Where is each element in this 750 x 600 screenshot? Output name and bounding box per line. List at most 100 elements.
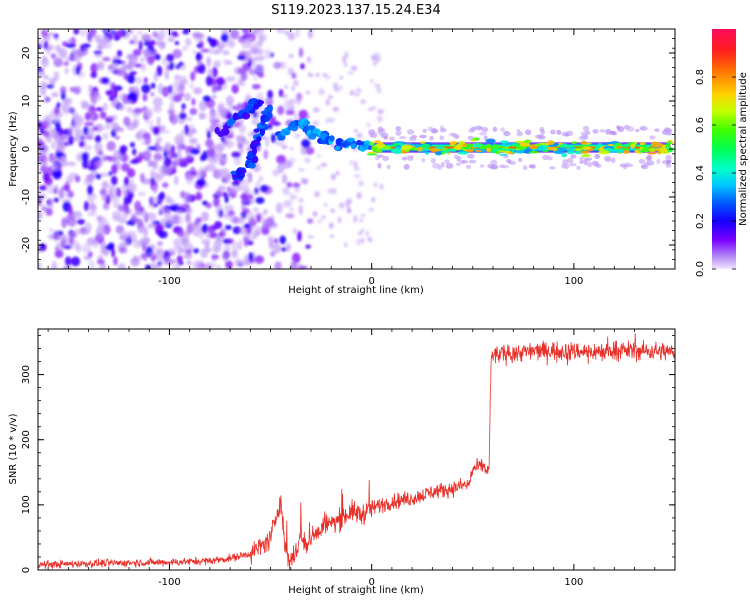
- spectrogram-cell: [123, 195, 133, 205]
- spectrogram-cell: [368, 107, 373, 112]
- spectrogram-cell: [502, 165, 510, 169]
- spectrogram-cell: [96, 215, 104, 222]
- spectrogram-cell: [51, 141, 56, 150]
- spectrogram-cell: [224, 225, 232, 230]
- spectrogram-xtick-label: 100: [564, 276, 583, 287]
- spectrogram-cell: [556, 129, 562, 135]
- spectrogram-cell: [241, 202, 246, 212]
- spectrogram-cell: [255, 40, 264, 47]
- spectrogram-cell: [193, 248, 200, 254]
- spectrogram-cell: [656, 158, 661, 165]
- spectrogram-cell: [557, 147, 567, 152]
- spectrogram-cell: [107, 156, 117, 163]
- spectrogram-cell: [208, 47, 213, 55]
- spectrogram-cell: [395, 126, 402, 131]
- spectrogram-cell: [290, 146, 294, 151]
- spectrogram-cell: [51, 91, 59, 98]
- spectrogram-cell: [129, 186, 136, 194]
- spectrogram-cell: [124, 204, 130, 214]
- spectrogram-cell: [182, 46, 188, 51]
- spectrogram-cell: [191, 98, 196, 106]
- spectrogram-cell: [233, 155, 242, 166]
- spectrogram-cell: [444, 159, 450, 164]
- spectrogram-cell: [356, 132, 363, 139]
- spectrogram-cell: [136, 207, 146, 215]
- spectrogram-cell: [471, 143, 482, 148]
- spectrogram-cell: [95, 173, 102, 180]
- spectrogram-cell: [221, 251, 229, 262]
- spectrogram-cell: [126, 220, 131, 226]
- spectrogram-cell: [282, 190, 291, 196]
- spectrogram-cell: [344, 242, 348, 248]
- spectrogram-cell: [95, 107, 104, 112]
- spectrogram-cell: [142, 251, 148, 261]
- spectrogram-cell: [293, 186, 301, 193]
- spectrogram-cell: [119, 93, 127, 101]
- spectrogram-cell: [486, 148, 492, 153]
- spectrogram-cell: [84, 177, 94, 186]
- spectrogram-cell: [185, 174, 194, 185]
- spectrogram-cell: [285, 213, 295, 219]
- spectrogram-cell: [580, 150, 590, 154]
- spectrogram-cell: [101, 181, 109, 189]
- spectrogram-cell: [178, 112, 187, 120]
- spectrogram-cell: [287, 32, 296, 41]
- spectrogram-cell: [257, 71, 265, 78]
- spectrogram-cell: [649, 147, 655, 152]
- spectrogram-cell: [166, 248, 177, 253]
- spectrogram-cell: [604, 158, 613, 163]
- spectrogram-cell: [192, 260, 202, 269]
- spectrogram-cell: [440, 161, 445, 168]
- spectrogram-cell: [211, 66, 218, 78]
- spectrogram-cell: [353, 161, 358, 168]
- spectrogram-cell: [188, 244, 194, 252]
- spectrogram-cell: [597, 143, 603, 148]
- spectrogram-cell: [185, 229, 191, 236]
- spectrogram-cell: [174, 40, 180, 46]
- spectrogram-cell: [537, 146, 545, 152]
- spectrogram-cell: [57, 230, 64, 236]
- spectrogram-cell: [623, 124, 630, 130]
- snr-series-line: [38, 333, 675, 570]
- spectrogram-cell: [434, 150, 443, 156]
- spectrogram-cell: [60, 100, 67, 110]
- spectrogram-cell: [132, 255, 138, 264]
- spectrogram-cell: [156, 65, 163, 77]
- spectrogram-cell: [152, 96, 163, 108]
- spectrogram-cell: [354, 93, 360, 97]
- spectrogram-cell: [560, 145, 572, 148]
- spectrogram-cell: [240, 169, 247, 174]
- spectrogram-cell: [116, 152, 123, 162]
- spectrogram-cell: [50, 263, 57, 269]
- spectrogram-cell: [445, 163, 454, 169]
- spectrogram-cell: [143, 77, 148, 84]
- snr-ytick-label: 200: [21, 430, 32, 449]
- spectrogram-cell: [214, 191, 224, 197]
- spectrogram-cell: [567, 146, 576, 151]
- spectrogram-cell: [293, 112, 298, 120]
- spectrogram-cell: [360, 228, 365, 233]
- spectrogram-cell: [222, 191, 228, 198]
- spectrogram-cell: [432, 163, 440, 169]
- spectrogram-cell: [486, 143, 492, 149]
- spectrogram-cell: [507, 151, 515, 155]
- spectrogram-cell: [213, 60, 221, 68]
- spectrogram-cell: [111, 122, 120, 133]
- spectrogram-cell: [528, 164, 535, 169]
- spectrogram-cell: [261, 110, 268, 115]
- spectrogram-cell: [211, 94, 217, 99]
- spectrogram-cell: [181, 103, 186, 110]
- spectrogram-cell: [184, 116, 193, 122]
- spectrogram-cell: [122, 186, 129, 198]
- spectrogram-cell: [171, 160, 179, 168]
- spectrogram-cell: [460, 146, 471, 150]
- spectrogram-cell: [218, 209, 224, 218]
- spectrogram-cell: [223, 175, 230, 184]
- spectrogram-cell: [132, 148, 137, 156]
- spectrogram-cell: [561, 152, 568, 158]
- spectrogram-cell: [48, 122, 53, 133]
- spectrogram-cell: [346, 204, 350, 212]
- spectrogram-cell: [59, 135, 68, 140]
- spectrogram-cell: [72, 210, 83, 219]
- spectrogram-cell: [322, 72, 327, 77]
